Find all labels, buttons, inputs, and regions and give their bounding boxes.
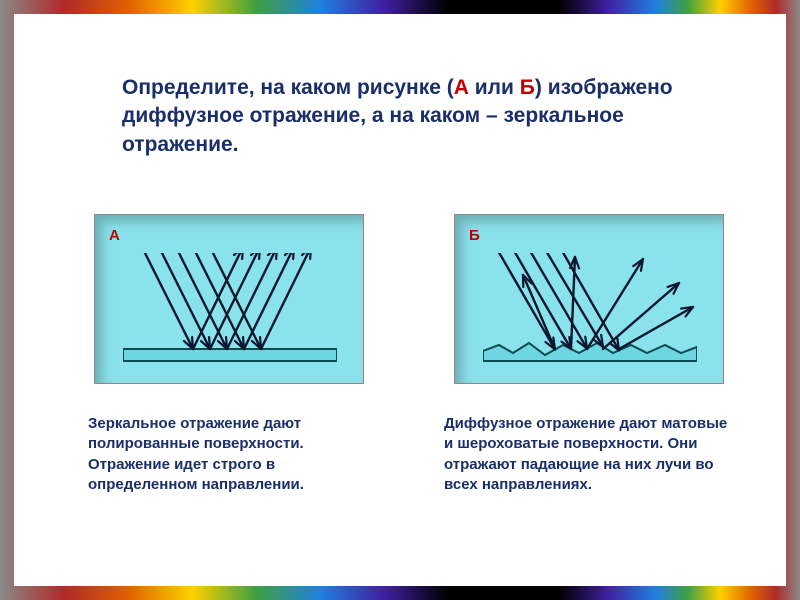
diagram-diffuse [483,253,697,373]
question-part1: Определите, на каком рисунке ( [122,76,454,99]
panel-b: Б [454,214,724,384]
question-text: Определите, на каком рисунке (А или Б) и… [122,74,682,159]
question-label-a: А [454,76,469,99]
caption-a: Зеркальное отражение дают полированные п… [88,414,378,495]
caption-b: Диффузное отражение дают матовые и шерох… [444,414,734,495]
question-part2: или [469,76,520,99]
panel-a: А [94,214,364,384]
slide-page: Определите, на каком рисунке (А или Б) и… [14,14,786,586]
question-label-b: Б [520,76,535,99]
panel-b-label: Б [469,227,480,244]
diagram-specular [123,253,337,373]
panel-a-label: А [109,227,120,244]
